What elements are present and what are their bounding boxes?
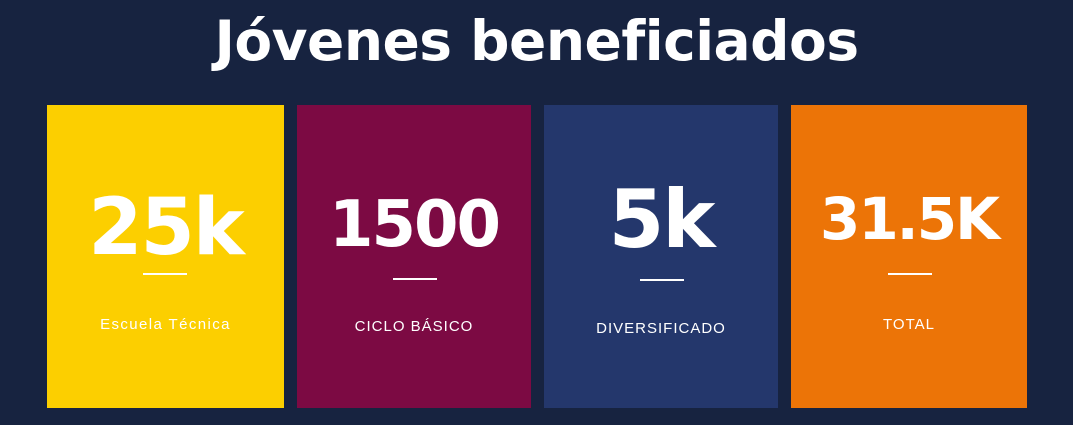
stat-label: TOTAL bbox=[883, 316, 935, 333]
stat-divider bbox=[640, 279, 684, 281]
stat-label: Escuela Técnica bbox=[100, 316, 231, 333]
stat-value: 1500 bbox=[328, 188, 501, 262]
stat-card-total: 31.5K TOTAL bbox=[791, 105, 1027, 408]
stat-divider bbox=[393, 278, 437, 280]
stat-label: DIVERSIFICADO bbox=[596, 320, 726, 337]
page-title: Jóvenes beneficiados bbox=[214, 9, 859, 73]
stat-card-diversificado: 5k DIVERSIFICADO bbox=[544, 105, 778, 408]
stat-value: 5k bbox=[608, 173, 716, 266]
stat-value: 31.5K bbox=[819, 185, 1000, 253]
stat-card-escuela-tecnica: 25k Escuela Técnica bbox=[47, 105, 284, 408]
stat-card-ciclo-basico: 1500 CICLO BÁSICO bbox=[297, 105, 531, 408]
stat-label: CICLO BÁSICO bbox=[354, 318, 474, 335]
stat-value: 25k bbox=[88, 183, 244, 273]
stat-divider bbox=[143, 273, 187, 275]
stat-divider bbox=[888, 273, 932, 275]
